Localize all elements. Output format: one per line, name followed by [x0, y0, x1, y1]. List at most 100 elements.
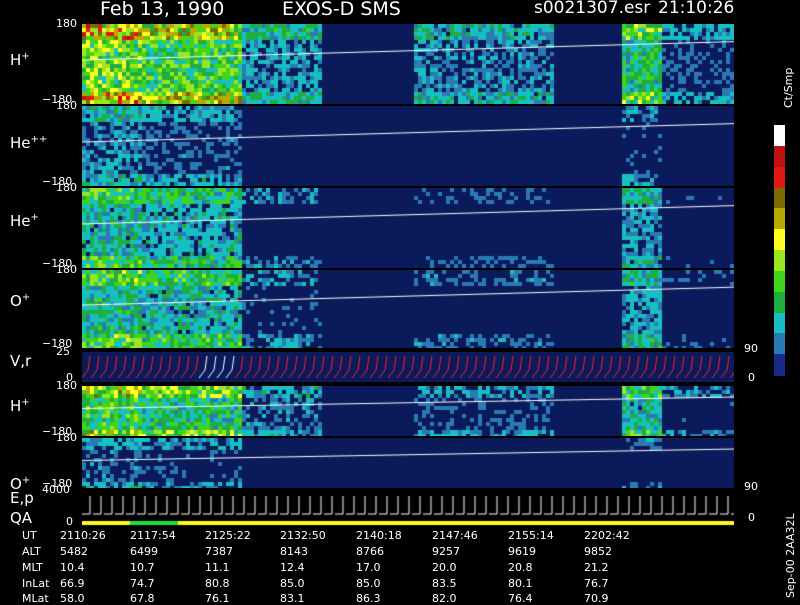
- header-instrument: EXOS-D SMS: [282, 0, 401, 20]
- ephemeris-cell: 21.2: [584, 561, 609, 574]
- ephemeris-cell: 2202:42: [584, 529, 630, 542]
- panel-label-sup: +: [21, 292, 31, 303]
- ephemeris-row-label: InLat: [22, 577, 50, 590]
- spectrogram-canvas-o-plus-1: [82, 270, 734, 348]
- colorbar-segment: [774, 250, 785, 272]
- ephemeris-cell: 2117:54: [130, 529, 176, 542]
- colorbar-segment: [774, 187, 785, 210]
- panel-label-h-plus-2: H+: [10, 398, 30, 414]
- panel-tick-min-o-plus-2: −180: [42, 477, 73, 490]
- header-time: 21:10:26: [658, 0, 735, 18]
- ep-right-tick-0: 0: [748, 511, 755, 524]
- ephemeris-cell: 10.4: [60, 561, 85, 574]
- panel-label-he-plus: He+: [10, 213, 39, 229]
- spectrogram-canvas-he-plus: [82, 188, 734, 268]
- colorbar-segment: [774, 270, 785, 293]
- panel-label-base: He: [10, 212, 31, 230]
- panel-label-ep: E,p: [10, 491, 34, 506]
- footer-label: Sep-00 2AA32L: [784, 513, 797, 598]
- colorbar-segment: [774, 125, 785, 147]
- spectrogram-panel-vr: [82, 352, 734, 382]
- colorbar: [774, 125, 785, 376]
- panel-label-sup: +: [21, 475, 31, 486]
- panel-tick-min-o-plus-1: −180: [42, 337, 73, 350]
- panel-tick-max-he-plus-plus: 180: [56, 99, 77, 112]
- panel-tick-min-he-plus: −180: [42, 257, 73, 270]
- ephemeris-row-label: MLat: [22, 592, 49, 605]
- ephemeris-cell: 2155:14: [508, 529, 554, 542]
- ephemeris-cell: 67.8: [130, 592, 155, 605]
- ephemeris-cell: 58.0: [60, 592, 85, 605]
- panel-label-vr: V,r: [10, 354, 31, 369]
- spectrogram-panel-o-plus-1: [82, 270, 734, 348]
- spectrogram-canvas-he-plus-plus: [82, 106, 734, 186]
- spectrogram-canvas-h-plus-1: [82, 24, 734, 104]
- ephemeris-cell: 20.8: [508, 561, 533, 574]
- panel-label-he-plus-plus: He++: [10, 135, 47, 151]
- panel-label-o-plus-2: O+: [10, 476, 30, 492]
- ephemeris-cell: 11.1: [205, 561, 230, 574]
- panel-tick-max-h-plus-2: 180: [56, 379, 77, 392]
- panel-tick-max-ep: 4000: [42, 483, 70, 496]
- vr-right-tick-0: 0: [748, 371, 755, 384]
- ephemeris-cell: 85.0: [280, 577, 305, 590]
- ephemeris-cell: 20.0: [432, 561, 457, 574]
- ephemeris-row-label: UT: [22, 529, 37, 542]
- panel-tick-min-vr: 0: [66, 371, 73, 384]
- ephemeris-cell: 10.7: [130, 561, 155, 574]
- ephemeris-cell: 2125:22: [205, 529, 251, 542]
- spectrogram-panel-ep: [82, 490, 734, 526]
- vr-right-tick-90: 90: [744, 342, 758, 355]
- ephemeris-cell: 7387: [205, 545, 233, 558]
- ephemeris-cell: 2147:46: [432, 529, 478, 542]
- colorbar-segment: [774, 354, 785, 376]
- panel-label-sup: +: [21, 51, 30, 62]
- ephemeris-cell: 2110:26: [60, 529, 106, 542]
- ephemeris-cell: 66.9: [60, 577, 85, 590]
- ephemeris-cell: 2132:50: [280, 529, 326, 542]
- panel-tick-max-o-plus-1: 180: [56, 263, 77, 276]
- colorbar-segment: [774, 312, 785, 335]
- panel-label-base: O: [10, 292, 22, 310]
- ephemeris-cell: 9619: [508, 545, 536, 558]
- panel-label-base: H: [10, 51, 22, 69]
- panel-label-h-plus-1: H+: [10, 52, 30, 68]
- panel-tick-min-h-plus-2: −180: [42, 425, 73, 438]
- spectrogram-panel-h-plus-2: [82, 386, 734, 436]
- panel-tick-max-o-plus-2: 180: [56, 431, 77, 444]
- panel-label-base: He: [10, 134, 31, 152]
- ephemeris-cell: 9257: [432, 545, 460, 558]
- ephemeris-row-label: MLT: [22, 561, 43, 574]
- colorbar-segment: [774, 229, 785, 251]
- panel-tick-max-h-plus-1: 180: [56, 17, 77, 30]
- ephemeris-cell: 76.7: [584, 577, 609, 590]
- panel-label-base: H: [10, 397, 22, 415]
- panel-tick-min-h-plus-1: −180: [42, 93, 73, 106]
- spectrogram-panel-he-plus: [82, 188, 734, 268]
- ephemeris-cell: 8766: [356, 545, 384, 558]
- spectrogram-panel-h-plus-1: [82, 24, 734, 104]
- spectrogram-canvas-h-plus-2: [82, 386, 734, 436]
- ephemeris-cell: 5482: [60, 545, 88, 558]
- panel-tick-min-ep: 0: [66, 515, 73, 528]
- ephemeris-row-label: ALT: [22, 545, 41, 558]
- ephemeris-cell: 2140:18: [356, 529, 402, 542]
- ephemeris-cell: 80.8: [205, 577, 230, 590]
- ephemeris-cell: 12.4: [280, 561, 305, 574]
- panel-label-base: O: [10, 475, 22, 493]
- ephemeris-cell: 6499: [130, 545, 158, 558]
- ephemeris-cell: 82.0: [432, 592, 457, 605]
- ephemeris-cell: 80.1: [508, 577, 533, 590]
- ephemeris-cell: 86.3: [356, 592, 381, 605]
- spectrogram-panel-he-plus-plus: [82, 106, 734, 186]
- panel-label-sup: +: [21, 397, 30, 408]
- colorbar-segment: [774, 291, 785, 314]
- ephemeris-cell: 76.4: [508, 592, 533, 605]
- ephemeris-cell: 76.1: [205, 592, 230, 605]
- spectrogram-canvas-ep: [82, 490, 734, 526]
- panel-tick-max-vr: 25: [56, 345, 70, 358]
- ephemeris-cell: 85.0: [356, 577, 381, 590]
- spectrogram-canvas-vr: [82, 352, 734, 382]
- header-file: s0021307.esr: [534, 0, 651, 18]
- panel-label-o-plus-1: O+: [10, 293, 30, 309]
